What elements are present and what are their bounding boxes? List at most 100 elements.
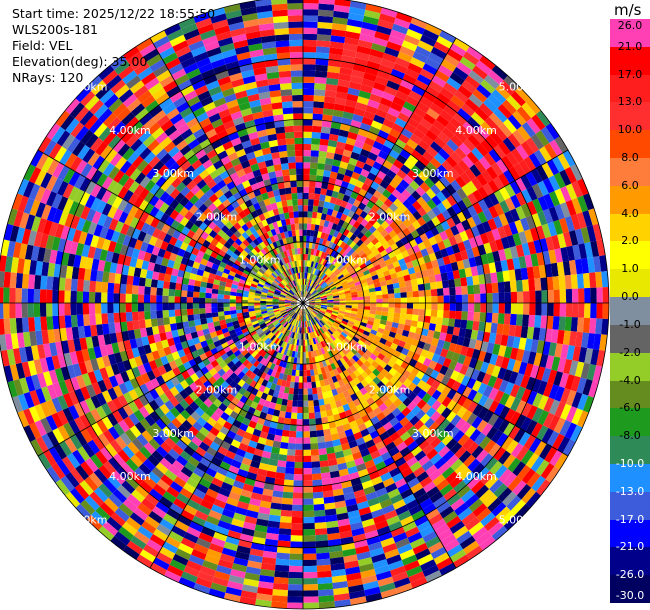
velocity-gate <box>356 500 370 510</box>
velocity-gate <box>400 467 413 478</box>
velocity-gate <box>360 148 371 158</box>
velocity-gate <box>325 83 338 92</box>
velocity-gate <box>429 102 444 115</box>
velocity-gate <box>367 54 383 65</box>
velocity-gate <box>407 223 416 233</box>
velocity-gate <box>392 338 401 346</box>
velocity-gate <box>498 141 511 156</box>
velocity-gate <box>304 290 306 297</box>
velocity-gate <box>335 400 343 408</box>
velocity-gate <box>553 172 566 189</box>
velocity-gate <box>217 294 224 299</box>
velocity-gate <box>303 449 311 456</box>
velocity-gate <box>411 376 422 386</box>
velocity-gate <box>393 159 404 170</box>
velocity-gate <box>303 131 312 138</box>
velocity-gate <box>476 466 490 481</box>
velocity-gate <box>309 430 318 438</box>
velocity-gate <box>494 126 508 142</box>
velocity-gate <box>362 245 370 253</box>
velocity-gate <box>489 460 503 475</box>
velocity-gate <box>425 407 437 418</box>
velocity-gate <box>493 483 508 498</box>
velocity-gate <box>217 298 224 303</box>
velocity-gate <box>545 466 560 483</box>
velocity-gate <box>570 274 578 289</box>
velocity-gate <box>410 229 420 239</box>
velocity-gate <box>571 303 579 318</box>
velocity-gate <box>357 327 365 334</box>
velocity-gate <box>333 381 341 389</box>
velocity-gate <box>386 169 397 180</box>
velocity-gate <box>342 355 350 363</box>
velocity-gate <box>266 526 280 535</box>
velocity-gate <box>422 564 440 577</box>
velocity-gate <box>352 275 359 281</box>
velocity-gate <box>321 305 328 309</box>
velocity-gate <box>390 272 398 280</box>
velocity-gate <box>466 276 474 286</box>
velocity-gate <box>303 205 309 212</box>
velocity-gate <box>491 365 501 378</box>
velocity-gate <box>304 315 307 322</box>
velocity-gate <box>315 284 321 290</box>
velocity-gate <box>305 345 309 352</box>
velocity-gate <box>316 34 332 42</box>
velocity-gate <box>509 411 522 426</box>
velocity-gate <box>446 388 457 400</box>
velocity-gate <box>411 259 420 268</box>
velocity-gate <box>312 318 317 325</box>
velocity-gate <box>312 268 317 275</box>
velocity-gate <box>289 381 295 389</box>
velocity-gate <box>601 318 609 335</box>
velocity-gate <box>308 273 311 280</box>
velocity-gate <box>446 515 462 529</box>
velocity-gate <box>341 442 351 451</box>
velocity-gate <box>170 275 178 283</box>
velocity-gate <box>394 307 401 314</box>
velocity-gate <box>388 229 398 239</box>
velocity-gate <box>343 316 350 321</box>
velocity-gate <box>411 338 420 347</box>
velocity-gate <box>332 16 348 25</box>
velocity-gate <box>383 270 391 277</box>
velocity-gate <box>362 285 369 291</box>
velocity-gate <box>577 195 589 213</box>
velocity-gate <box>285 405 293 413</box>
velocity-gate <box>344 37 359 46</box>
velocity-gate <box>327 234 333 242</box>
velocity-gate <box>345 307 352 311</box>
velocity-gate <box>504 292 512 303</box>
velocity-gate <box>364 419 374 429</box>
velocity-gate <box>419 413 431 425</box>
velocity-gate <box>294 468 303 475</box>
velocity-gate <box>445 471 459 484</box>
velocity-gate <box>245 566 261 575</box>
velocity-gate <box>565 406 578 423</box>
velocity-gate <box>310 332 315 339</box>
velocity-gate <box>296 320 300 327</box>
velocity-gate <box>369 353 378 361</box>
velocity-gate <box>445 438 458 451</box>
velocity-gate <box>462 471 477 485</box>
velocity-gate <box>472 526 488 541</box>
velocity-gate <box>307 388 313 395</box>
velocity-gate <box>318 312 325 317</box>
velocity-gate <box>363 269 371 276</box>
velocity-gate <box>426 448 439 460</box>
velocity-gate <box>556 329 565 345</box>
velocity-gate <box>373 407 383 416</box>
velocity-gate <box>506 151 519 167</box>
velocity-gate <box>479 156 492 170</box>
velocity-gate <box>402 397 413 407</box>
velocity-gate <box>350 251 358 258</box>
velocity-gate <box>369 256 378 264</box>
velocity-gate <box>368 287 376 293</box>
velocity-gate <box>569 360 579 376</box>
velocity-gate <box>454 90 469 104</box>
velocity-gate <box>423 254 432 264</box>
velocity-gate <box>317 392 324 400</box>
velocity-gate <box>526 326 535 340</box>
velocity-gate <box>413 128 426 140</box>
velocity-gate <box>125 284 133 294</box>
